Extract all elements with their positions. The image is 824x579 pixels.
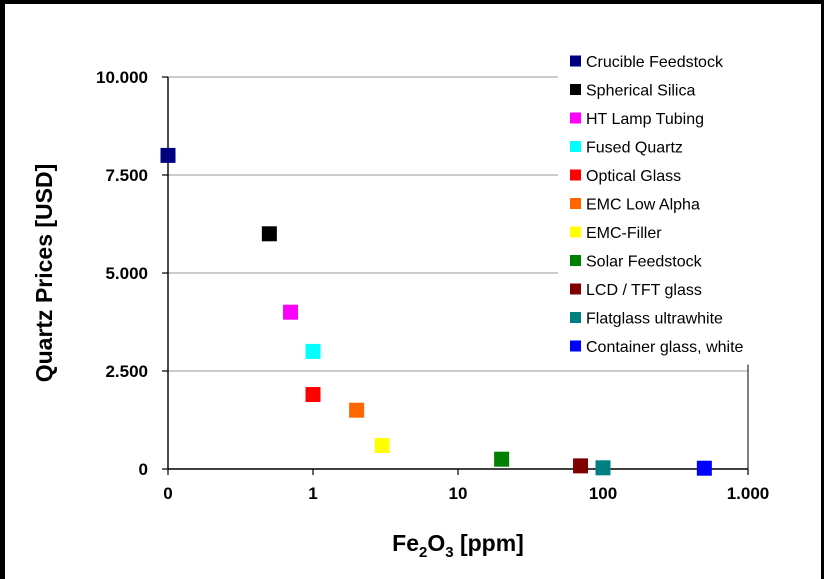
- x-tick-label: 1.000: [727, 484, 770, 503]
- legend-label: Container glass, white: [586, 339, 744, 356]
- y-tick-label: 2.500: [105, 362, 148, 381]
- data-point: [261, 226, 277, 242]
- data-point: [305, 343, 321, 359]
- legend-swatch: [570, 283, 581, 295]
- legend-swatch: [570, 55, 581, 67]
- legend-swatch: [570, 112, 581, 124]
- legend-swatch: [570, 226, 581, 238]
- data-point: [349, 402, 365, 418]
- legend-label: Flatglass ultrawhite: [586, 311, 723, 328]
- x-axis-title-mid: O: [427, 530, 445, 556]
- legend-label: Spherical Silica: [586, 83, 695, 100]
- y-tick-label: 5.000: [105, 264, 148, 283]
- data-point: [283, 304, 299, 320]
- x-axis-title: Fe2O3 [ppm]: [392, 530, 524, 561]
- legend-swatch: [570, 141, 581, 152]
- legend-label: Fused Quartz: [586, 140, 683, 157]
- legend-label: HT Lamp Tubing: [586, 111, 704, 128]
- legend-label: Crucible Feedstock: [586, 54, 724, 71]
- legend-label: Solar Feedstock: [586, 254, 703, 271]
- data-point: [160, 147, 176, 163]
- x-axis-title-sub2: 3: [445, 544, 453, 561]
- y-tick-label: 10.000: [96, 68, 148, 87]
- x-axis-title-main: Fe: [392, 530, 419, 556]
- x-tick-labels: 0 1 10 100 1.000: [163, 484, 769, 503]
- x-axis-title-tail: [ppm]: [454, 530, 524, 556]
- legend-label: EMC Low Alpha: [586, 197, 700, 214]
- y-tick-label: 7.500: [105, 166, 148, 185]
- y-tick-label: 0: [139, 460, 148, 479]
- x-tick-label: 10: [449, 484, 468, 503]
- data-point: [305, 387, 321, 403]
- legend-swatch: [570, 198, 581, 209]
- legend-background: [558, 41, 770, 365]
- data-point: [374, 437, 390, 453]
- x-tick-label: 1: [308, 484, 317, 503]
- legend-swatch: [570, 169, 581, 181]
- legend-label: Optical Glass: [586, 168, 681, 185]
- legend-label: LCD / TFT glass: [586, 282, 702, 299]
- data-point: [595, 460, 611, 476]
- data-point: [696, 460, 712, 476]
- legend-swatch: [570, 255, 581, 266]
- legend-label: EMC-Filler: [586, 225, 662, 242]
- y-axis-title: Quartz Prices [USD]: [31, 164, 57, 383]
- data-points: [160, 147, 712, 476]
- x-tick-label: 100: [589, 484, 617, 503]
- legend-swatch: [570, 340, 581, 352]
- data-point: [573, 458, 589, 474]
- x-axis-title-sub1: 2: [419, 544, 427, 561]
- y-tick-labels: 0 2.500 5.000 7.500 10.000: [96, 68, 148, 479]
- legend-swatch: [570, 84, 581, 95]
- data-point: [494, 451, 510, 467]
- x-tick-label: 0: [163, 484, 172, 503]
- legend-swatch: [570, 312, 581, 323]
- legend: Crucible Feedstock Spherical Silica HT Lam…: [570, 54, 744, 356]
